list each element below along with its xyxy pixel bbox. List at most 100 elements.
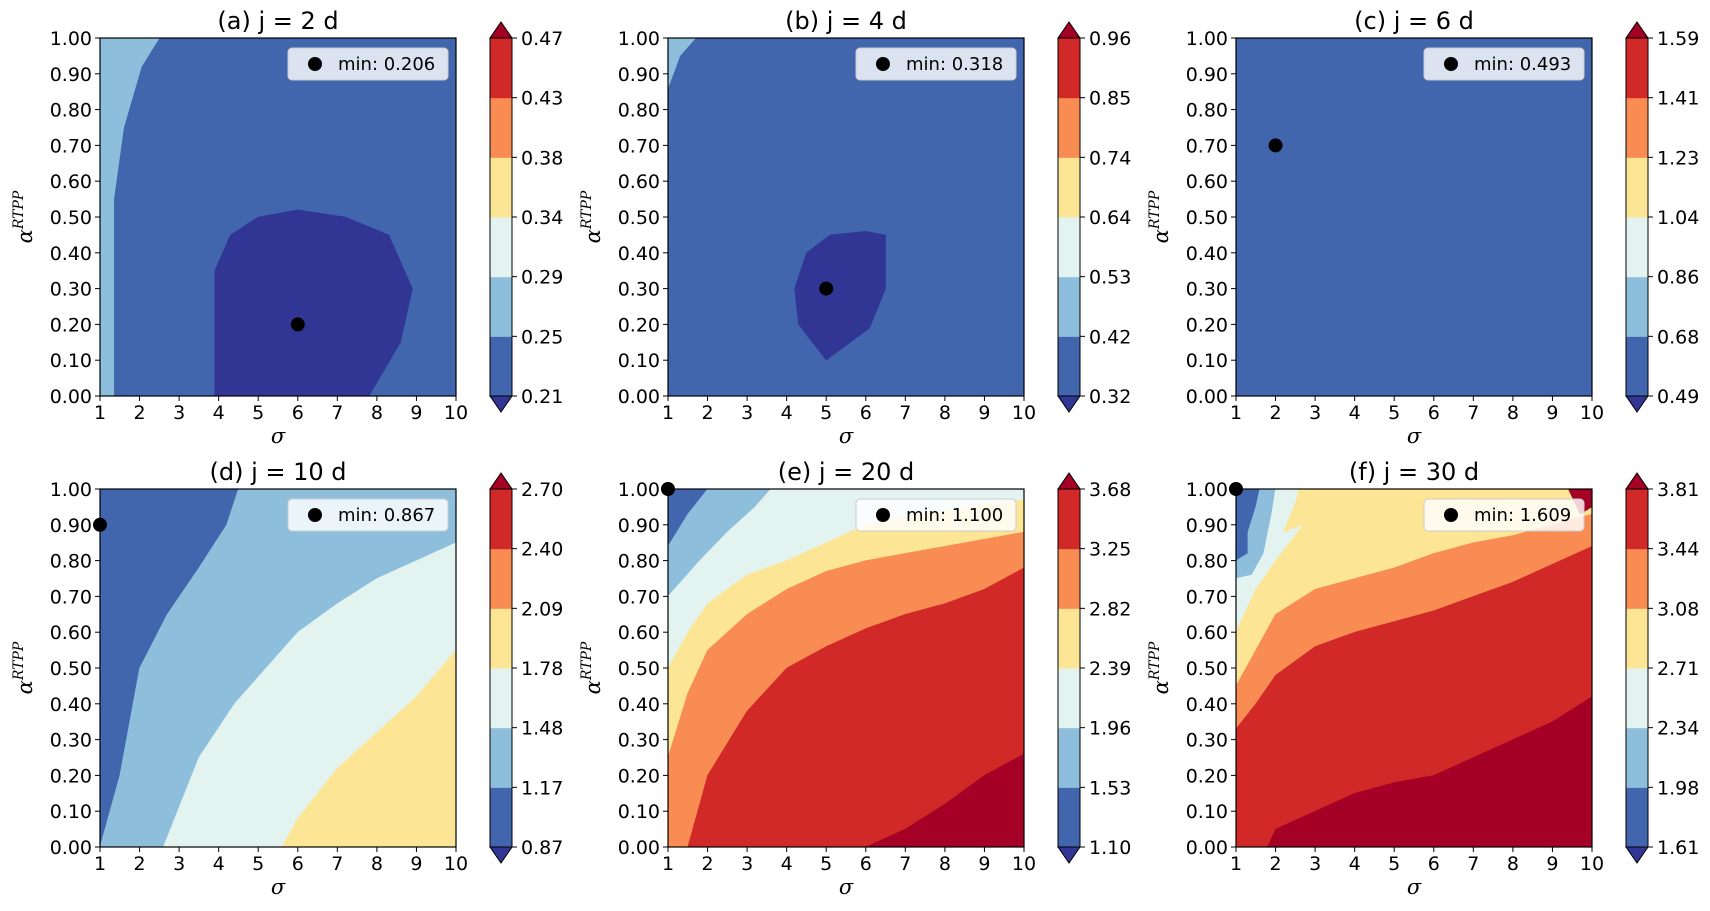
x-tick-label: 5 — [252, 402, 264, 424]
x-tick-label: 5 — [252, 853, 264, 875]
y-tick-label: 1.00 — [618, 479, 660, 501]
min-marker — [819, 281, 834, 296]
x-tick-label: 9 — [1546, 402, 1558, 424]
colorbar-segment — [490, 217, 512, 278]
legend-label: min: 0.206 — [338, 54, 435, 75]
y-axis-label-superscript: RTPP — [1147, 190, 1163, 230]
colorbar-tick-label: 0.25 — [521, 326, 563, 348]
colorbar-segment — [1626, 727, 1648, 788]
x-tick-label: 1 — [94, 853, 106, 875]
colorbar-segment — [490, 276, 512, 337]
x-tick-label: 2 — [134, 853, 146, 875]
colorbar: 0.49 0.68 0.86 1.04 1.23 1.41 1.59 — [1625, 21, 1699, 413]
legend-label: min: 1.609 — [1474, 505, 1571, 526]
contour-regions — [100, 38, 413, 396]
colorbar-segment — [1058, 608, 1080, 669]
colorbar-tick-label: 0.87 — [521, 837, 563, 859]
colorbar-segment — [1626, 787, 1648, 848]
x-tick-label: 5 — [820, 402, 832, 424]
colorbar-tick-label: 0.53 — [1089, 267, 1131, 289]
colorbar-tick-label: 0.32 — [1089, 386, 1131, 408]
y-axis-label-superscript: RTPP — [11, 190, 27, 230]
y-axis-label: αRTPP — [579, 641, 605, 694]
colorbar: 0.87 1.17 1.48 1.78 2.09 2.40 2.70 — [489, 472, 563, 864]
x-tick-label: 9 — [410, 853, 422, 875]
y-tick-label: 0.20 — [618, 765, 660, 787]
y-tick-label: 0.10 — [1186, 801, 1228, 823]
colorbar-extend-min — [1057, 395, 1081, 413]
colorbar-tick-label: 3.81 — [1657, 479, 1699, 501]
y-tick-label: 0.90 — [618, 515, 660, 537]
colorbar-tick-label: 0.64 — [1089, 207, 1131, 229]
colorbar-extend-max — [489, 472, 513, 490]
y-tick-label: 0.50 — [1186, 658, 1228, 680]
y-tick-label: 0.80 — [1186, 100, 1228, 122]
colorbar-segment — [490, 38, 512, 99]
colorbar-segment — [1058, 336, 1080, 397]
y-tick-label: 0.70 — [50, 586, 92, 608]
x-tick-label: 3 — [741, 853, 753, 875]
x-tick-label: 8 — [1507, 853, 1519, 875]
y-tick-label: 0.20 — [1186, 314, 1228, 336]
legend-marker — [308, 57, 322, 71]
y-tick-label: 0.80 — [618, 551, 660, 573]
x-tick-label: 8 — [939, 853, 951, 875]
colorbar-segment — [1626, 38, 1648, 99]
colorbar-segment — [1626, 217, 1648, 278]
y-tick-label: 0.40 — [1186, 243, 1228, 265]
colorbar-tick-label: 1.48 — [521, 718, 563, 740]
y-tick-label: 0.50 — [618, 207, 660, 229]
colorbar-segment — [1626, 276, 1648, 337]
y-axis-label: αRTPP — [1147, 190, 1173, 243]
y-tick-label: 0.70 — [1186, 586, 1228, 608]
legend-marker — [1444, 57, 1458, 71]
legend-box — [1423, 498, 1585, 532]
colorbar-tick-label: 0.85 — [1089, 88, 1131, 110]
y-axis-label: αRTPP — [1147, 641, 1173, 694]
x-tick-label: 8 — [371, 402, 383, 424]
x-tick-label: 7 — [1467, 402, 1479, 424]
legend: min: 1.609 — [1423, 498, 1585, 532]
x-tick-label: 5 — [1388, 402, 1400, 424]
x-tick-label: 10 — [1012, 402, 1036, 424]
x-tick-label: 7 — [899, 402, 911, 424]
colorbar-segment — [1626, 668, 1648, 729]
colorbar-tick-label: 0.96 — [1089, 28, 1131, 50]
y-tick-label: 1.00 — [618, 28, 660, 50]
y-tick-label: 0.90 — [50, 64, 92, 86]
contour-region-level-6 — [687, 567, 1024, 847]
colorbar-extend-min — [1625, 846, 1649, 864]
y-tick-label: 0.20 — [50, 765, 92, 787]
colorbar-segment — [490, 668, 512, 729]
y-tick-label: 0.30 — [50, 730, 92, 752]
colorbar-tick-label: 0.74 — [1089, 147, 1131, 169]
panel-a: 1 2 3 4 5 6 7 8 9 10 0.00 0.10 0.20 0.30 0.40 0.50 0.60 0… — [11, 7, 563, 448]
contour-background — [1236, 38, 1592, 396]
colorbar-tick-label: 0.49 — [1657, 386, 1699, 408]
y-axis-label-superscript: RTPP — [579, 190, 595, 230]
x-tick-label: 10 — [1012, 853, 1036, 875]
y-tick-label: 0.30 — [50, 279, 92, 301]
y-axis-label: αRTPP — [579, 190, 605, 243]
panel-b: 1 2 3 4 5 6 7 8 9 10 0.00 0.10 0.20 0.30 0.40 0.50 0.60 0… — [579, 7, 1131, 448]
legend-label: min: 1.100 — [906, 505, 1003, 526]
x-axis-label: σ — [839, 424, 854, 448]
y-tick-label: 0.70 — [618, 586, 660, 608]
colorbar-tick-label: 1.53 — [1089, 777, 1131, 799]
x-tick-label: 6 — [860, 853, 872, 875]
y-tick-label: 0.70 — [618, 135, 660, 157]
y-tick-label: 0.60 — [618, 171, 660, 193]
colorbar-tick-label: 0.21 — [521, 386, 563, 408]
colorbar: 1.61 1.98 2.34 2.71 3.08 3.44 3.81 — [1625, 472, 1699, 864]
legend-box — [1423, 47, 1585, 81]
y-axis-label: αRTPP — [11, 190, 37, 243]
x-tick-label: 8 — [371, 853, 383, 875]
y-tick-label: 0.40 — [618, 694, 660, 716]
colorbar-tick-label: 2.39 — [1089, 658, 1131, 680]
y-tick-label: 0.10 — [618, 801, 660, 823]
colorbar-extend-min — [1057, 846, 1081, 864]
x-tick-label: 2 — [1270, 853, 1282, 875]
colorbar-tick-label: 1.04 — [1657, 207, 1699, 229]
x-axis-label: σ — [271, 875, 286, 899]
legend-box — [855, 498, 1017, 532]
